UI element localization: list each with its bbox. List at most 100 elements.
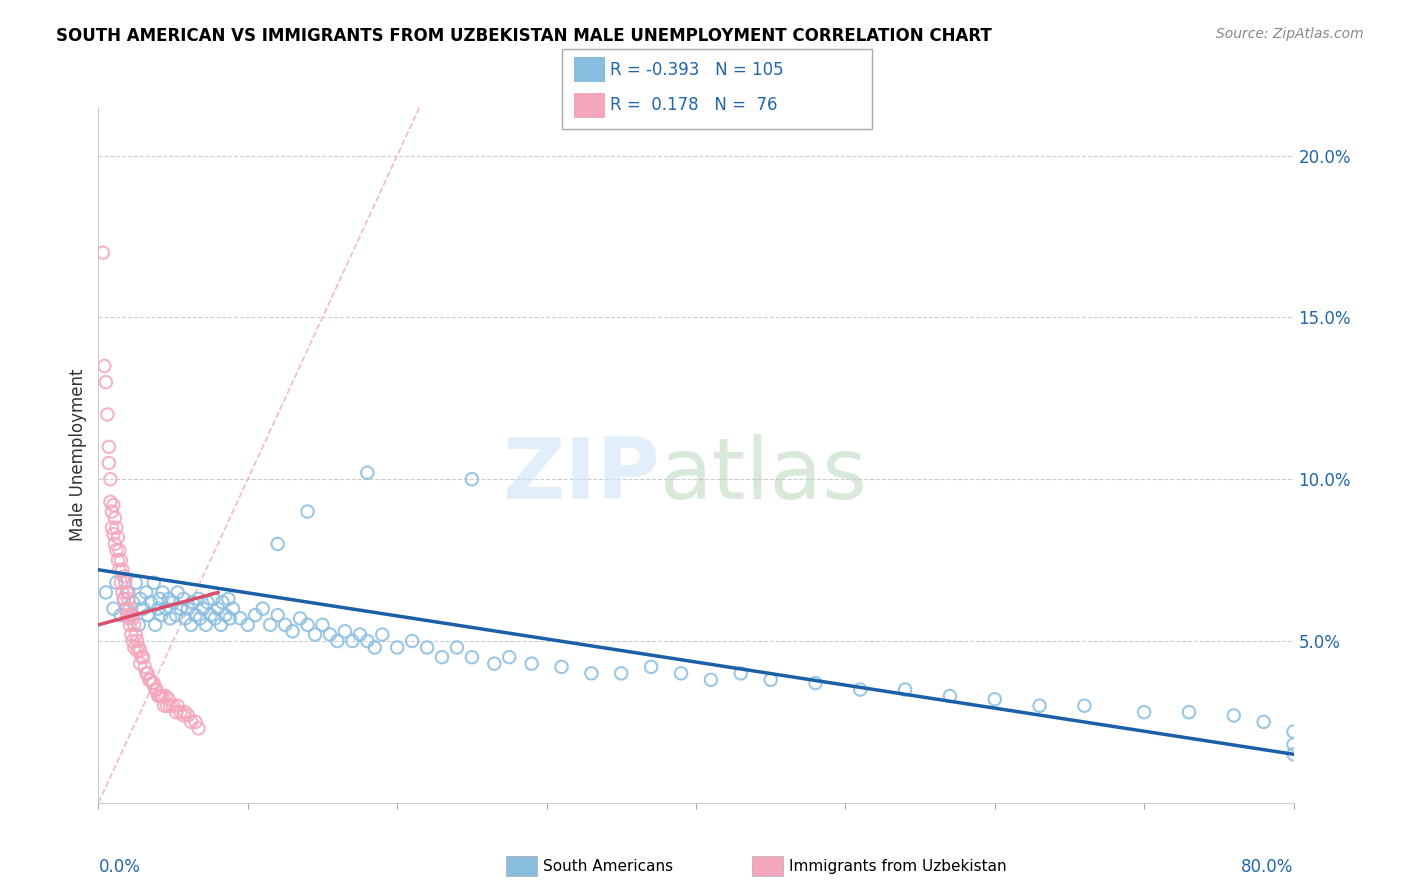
Point (461, 472, 484, 486)
Point (162, 698, 184, 713)
Point (349, 627, 371, 641)
Point (124, 640, 146, 655)
Point (145, 682, 167, 697)
Point (159, 698, 181, 713)
Point (730, 666, 752, 681)
Point (446, 640, 468, 655)
Point (297, 504, 319, 518)
Point (100, 472, 122, 486)
Point (181, 595, 204, 609)
Point (107, 553, 129, 567)
Point (93, 359, 115, 373)
Point (177, 601, 200, 615)
Point (120, 627, 142, 641)
Point (120, 608, 142, 623)
Point (174, 611, 197, 625)
Point (148, 689, 170, 703)
Point (152, 689, 174, 703)
Point (114, 601, 136, 615)
Point (149, 591, 172, 606)
Point (1282, 724, 1305, 739)
Point (342, 634, 364, 648)
Point (135, 585, 157, 599)
Point (188, 611, 211, 625)
Point (1282, 738, 1305, 752)
Point (121, 611, 143, 625)
Point (245, 608, 267, 623)
Point (143, 617, 166, 632)
Point (187, 722, 209, 736)
Point (127, 643, 149, 657)
Point (804, 676, 827, 690)
Point (96, 408, 118, 422)
Point (669, 666, 692, 681)
Point (222, 601, 245, 615)
Point (267, 537, 290, 551)
Point (136, 608, 159, 623)
Point (195, 617, 218, 632)
Point (129, 657, 152, 671)
Point (849, 682, 872, 697)
Point (105, 575, 128, 590)
Point (141, 676, 163, 690)
Point (129, 591, 152, 606)
Point (132, 601, 155, 615)
Text: SOUTH AMERICAN VS IMMIGRANTS FROM UZBEKISTAN MALE UNEMPLOYMENT CORRELATION CHART: SOUTH AMERICAN VS IMMIGRANTS FROM UZBEKI… (56, 27, 993, 45)
Point (1028, 698, 1050, 713)
Point (169, 705, 191, 719)
Point (103, 601, 125, 615)
Point (125, 575, 148, 590)
Point (94, 375, 117, 389)
Point (155, 689, 177, 703)
Point (209, 617, 232, 632)
Point (174, 705, 197, 719)
Point (142, 575, 165, 590)
Point (121, 595, 143, 609)
Point (117, 611, 139, 625)
Point (211, 595, 233, 609)
Point (115, 608, 138, 623)
Text: South Americans: South Americans (543, 859, 673, 873)
Point (356, 634, 378, 648)
Point (297, 617, 319, 632)
Point (274, 617, 297, 632)
Point (100, 495, 122, 509)
Point (103, 527, 125, 541)
Text: ZIP: ZIP (502, 434, 661, 517)
Point (105, 543, 128, 558)
Point (118, 617, 141, 632)
Point (165, 705, 187, 719)
Point (111, 585, 134, 599)
Point (520, 657, 543, 671)
Point (117, 585, 139, 599)
Point (184, 714, 207, 729)
Point (259, 617, 281, 632)
Point (550, 660, 572, 674)
Point (252, 601, 274, 615)
Point (165, 608, 187, 623)
Point (461, 650, 484, 665)
Point (91, 245, 114, 260)
Point (371, 627, 394, 641)
Point (135, 666, 157, 681)
Point (191, 601, 214, 615)
Point (115, 601, 138, 615)
Point (150, 689, 173, 703)
Point (401, 634, 423, 648)
Point (214, 608, 236, 623)
Point (155, 601, 177, 615)
Point (177, 708, 200, 723)
Point (125, 627, 148, 641)
Point (581, 666, 603, 681)
Point (128, 617, 150, 632)
Point (1223, 708, 1246, 723)
Point (157, 591, 180, 606)
Point (131, 650, 153, 665)
Point (139, 673, 162, 687)
Point (142, 676, 165, 690)
Point (1282, 747, 1305, 762)
Point (110, 575, 132, 590)
Point (180, 617, 202, 632)
Point (150, 608, 173, 623)
Point (356, 466, 378, 480)
